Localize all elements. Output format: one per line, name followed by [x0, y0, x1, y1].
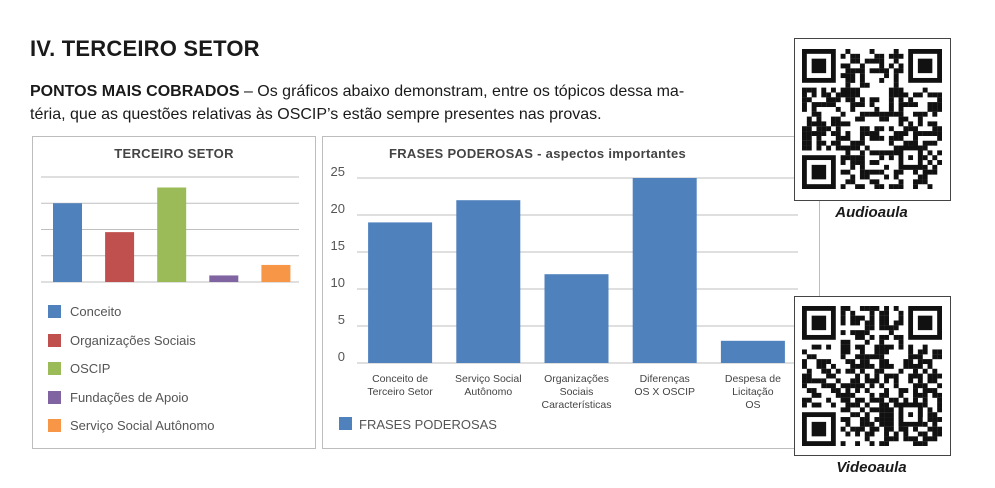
chart1-legend-item: OSCIP	[48, 361, 110, 376]
chart2-xtick-label: Terceiro Setor	[367, 386, 433, 398]
chart-frases-poderosas: FRASES PODEROSAS - aspectos importantes …	[322, 136, 820, 449]
chart2-xtick-label: Características	[541, 399, 611, 411]
chart2-bar	[368, 222, 433, 363]
chart1-legend-swatch	[48, 390, 61, 404]
chart2-xtick-label: OS	[745, 399, 760, 411]
chart2-xtick-label: Conceito de	[372, 373, 428, 385]
chart2-ytick: 0	[338, 349, 345, 364]
chart1-legend-label: Conceito	[70, 304, 122, 319]
chart-terceiro-setor: TERCEIRO SETOR Conceito Organizações Soci…	[32, 136, 316, 449]
chart1-legend-item: Serviço Social Autônomo	[48, 418, 215, 433]
audioaula-label: Audioaula	[835, 204, 908, 221]
chart1-legend-label: Serviço Social Autônomo	[70, 418, 215, 433]
qr-audioaula[interactable]	[794, 38, 951, 201]
chart1-plot	[41, 176, 299, 283]
chart1-bar	[105, 232, 135, 282]
chart2-bar	[632, 178, 697, 363]
chart2-xtick-label: Serviço Social	[455, 373, 522, 385]
intro-line-1: – Os gráficos abaixo demonstram, entre o…	[239, 83, 685, 100]
chart1-bar	[157, 187, 187, 282]
chart2-xtick-label: Licitação	[732, 386, 774, 398]
chart1-title: TERCEIRO SETOR	[114, 146, 234, 161]
videoaula-label: Videoaula	[836, 459, 907, 476]
chart2-xtick-label: OS X OSCIP	[634, 386, 695, 398]
section-heading: IV. TERCEIRO SETOR	[30, 36, 260, 61]
chart2-bar	[544, 274, 609, 363]
chart1-legend-swatch	[48, 333, 61, 347]
chart1-legend-item: Conceito	[48, 304, 121, 319]
chart2-ytick: 10	[331, 275, 345, 290]
chart2-title: FRASES PODEROSAS - aspectos importantes	[389, 146, 687, 161]
chart2-legend-swatch	[339, 417, 352, 430]
chart1-legend-label: Organizações Sociais	[70, 332, 196, 348]
intro-paragraph: PONTOS MAIS COBRADOS – Os gráficos abaix…	[30, 80, 778, 126]
chart2-xtick-label: Despesa de	[725, 373, 781, 385]
chart2-legend-label: FRASES PODEROSAS	[359, 417, 497, 432]
intro-lead: PONTOS MAIS COBRADOS	[30, 83, 240, 100]
qr-code-icon	[802, 306, 942, 446]
chart1-legend-label: OSCIP	[70, 361, 111, 376]
chart2-bar	[456, 200, 521, 363]
chart1-legend-label: Fundações de Apoio	[70, 389, 189, 405]
chart1-bar	[53, 203, 82, 282]
chart2-xtick-label: Sociais	[560, 386, 594, 398]
chart2-ytick: 25	[331, 164, 345, 179]
chart1-legend-swatch	[48, 362, 61, 375]
chart2-xtick-label: Autônomo	[464, 386, 512, 398]
chart2-bar	[720, 340, 785, 363]
qr-videoaula[interactable]	[794, 296, 951, 456]
intro-line-2: téria, que as questões relativas às OSCI…	[30, 106, 602, 123]
chart2-xtick-label: Diferenças	[640, 373, 690, 385]
chart1-bar	[261, 264, 291, 282]
chart1-legend-swatch	[48, 305, 61, 318]
chart2-ytick: 15	[331, 238, 345, 253]
qr-code-icon	[802, 49, 942, 189]
chart1-bar	[209, 275, 239, 282]
chart2-ytick: 20	[331, 201, 345, 216]
chart1-legend-item: Organizações Sociais	[48, 333, 196, 348]
chart1-legend-swatch	[48, 419, 61, 432]
chart1-legend-item: Fundações de Apoio	[48, 390, 189, 405]
chart2-xtick-label: Organizações	[544, 373, 609, 385]
chart2-ytick: 5	[338, 312, 345, 327]
